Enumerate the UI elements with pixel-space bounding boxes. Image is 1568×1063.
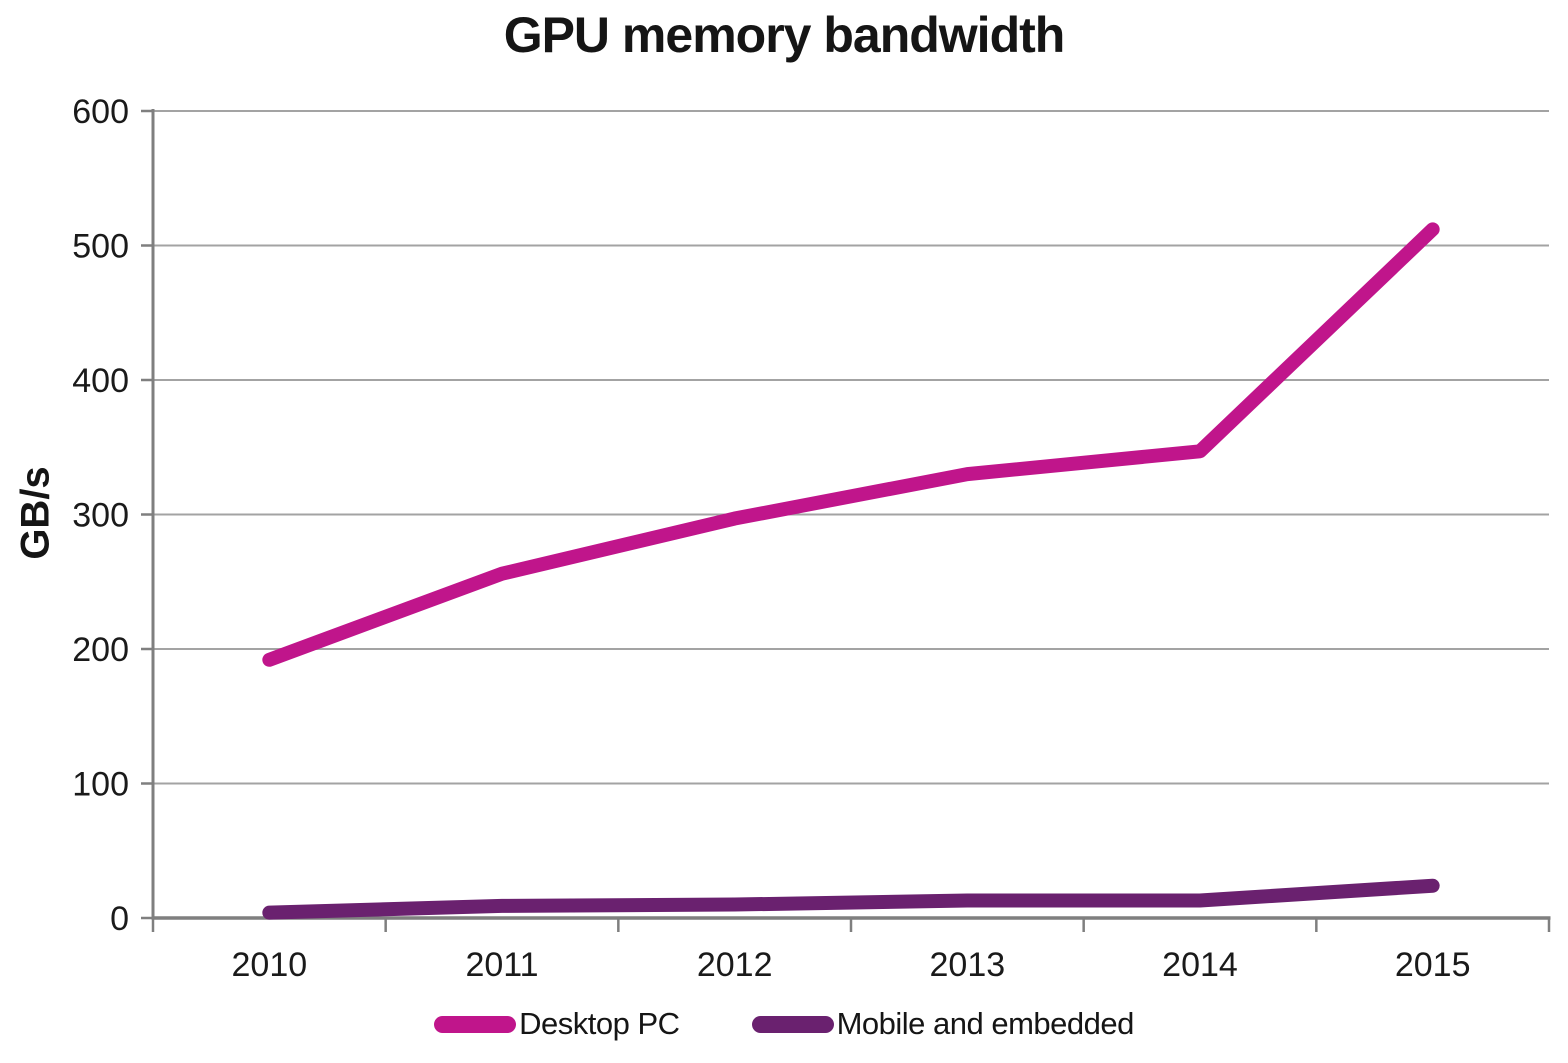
svg-text:2010: 2010 xyxy=(232,946,308,984)
x-tick-marks xyxy=(151,918,1551,932)
svg-text:400: 400 xyxy=(72,362,129,400)
legend-swatch-mobile-embedded-icon xyxy=(751,1015,834,1033)
svg-text:300: 300 xyxy=(72,497,129,535)
svg-text:0: 0 xyxy=(110,900,129,938)
x-tick-labels: 2010 2011 2012 2013 2014 2015 xyxy=(232,946,1471,984)
svg-text:200: 200 xyxy=(72,631,129,669)
y-tick-labels: 0 100 200 300 400 500 600 xyxy=(72,93,129,938)
legend-label-desktop-pc: Desktop PC xyxy=(519,1006,680,1041)
y-tick-marks xyxy=(141,109,153,920)
svg-text:600: 600 xyxy=(72,93,129,131)
series-line-mobile-and-embedded xyxy=(262,878,1440,920)
svg-text:2015: 2015 xyxy=(1395,946,1471,984)
svg-text:2011: 2011 xyxy=(465,946,538,984)
chart-title: GPU memory bandwidth xyxy=(503,7,1066,63)
legend-swatch-desktop-pc-icon xyxy=(434,1015,517,1033)
legend-item-desktop-pc: Desktop PC xyxy=(434,1006,680,1042)
series-line-desktop-pc xyxy=(262,222,1440,667)
svg-text:100: 100 xyxy=(72,766,129,804)
svg-text:2014: 2014 xyxy=(1162,946,1238,984)
y-gridlines xyxy=(153,110,1549,785)
svg-text:2012: 2012 xyxy=(697,946,773,984)
legend: Desktop PC Mobile and embedded xyxy=(0,1006,1568,1042)
legend-label-mobile-embedded: Mobile and embedded xyxy=(836,1006,1135,1041)
svg-text:500: 500 xyxy=(72,228,129,266)
svg-text:2013: 2013 xyxy=(930,946,1006,984)
legend-item-mobile-embedded: Mobile and embedded xyxy=(751,1006,1135,1042)
